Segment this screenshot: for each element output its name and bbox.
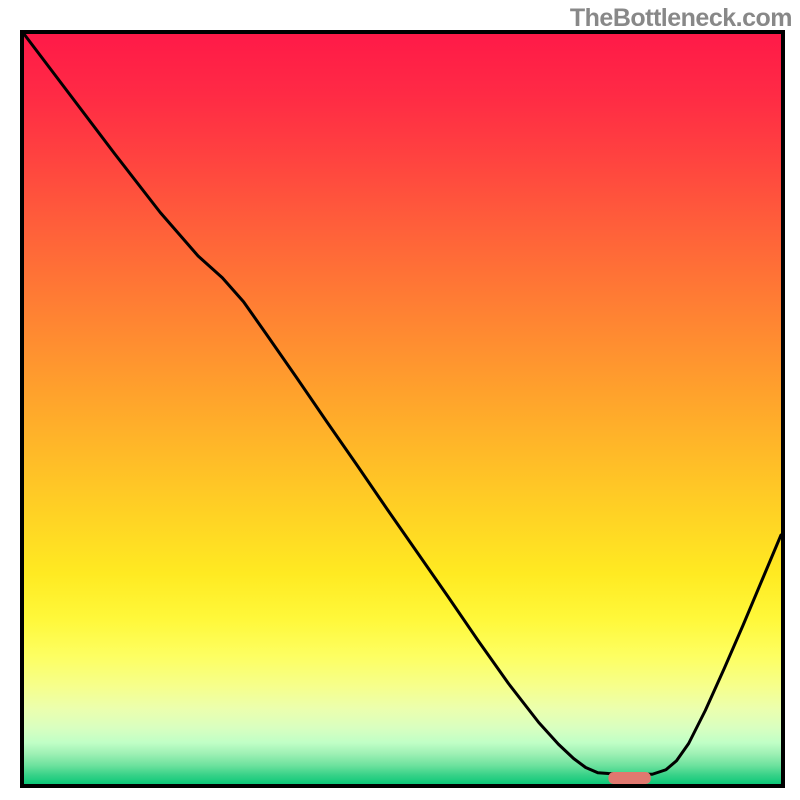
chart-container: TheBottleneck.com [0, 0, 800, 800]
gradient-background [24, 34, 781, 784]
bottleneck-marker [608, 772, 650, 784]
watermark-text: TheBottleneck.com [570, 4, 792, 33]
bottleneck-chart [20, 30, 785, 788]
